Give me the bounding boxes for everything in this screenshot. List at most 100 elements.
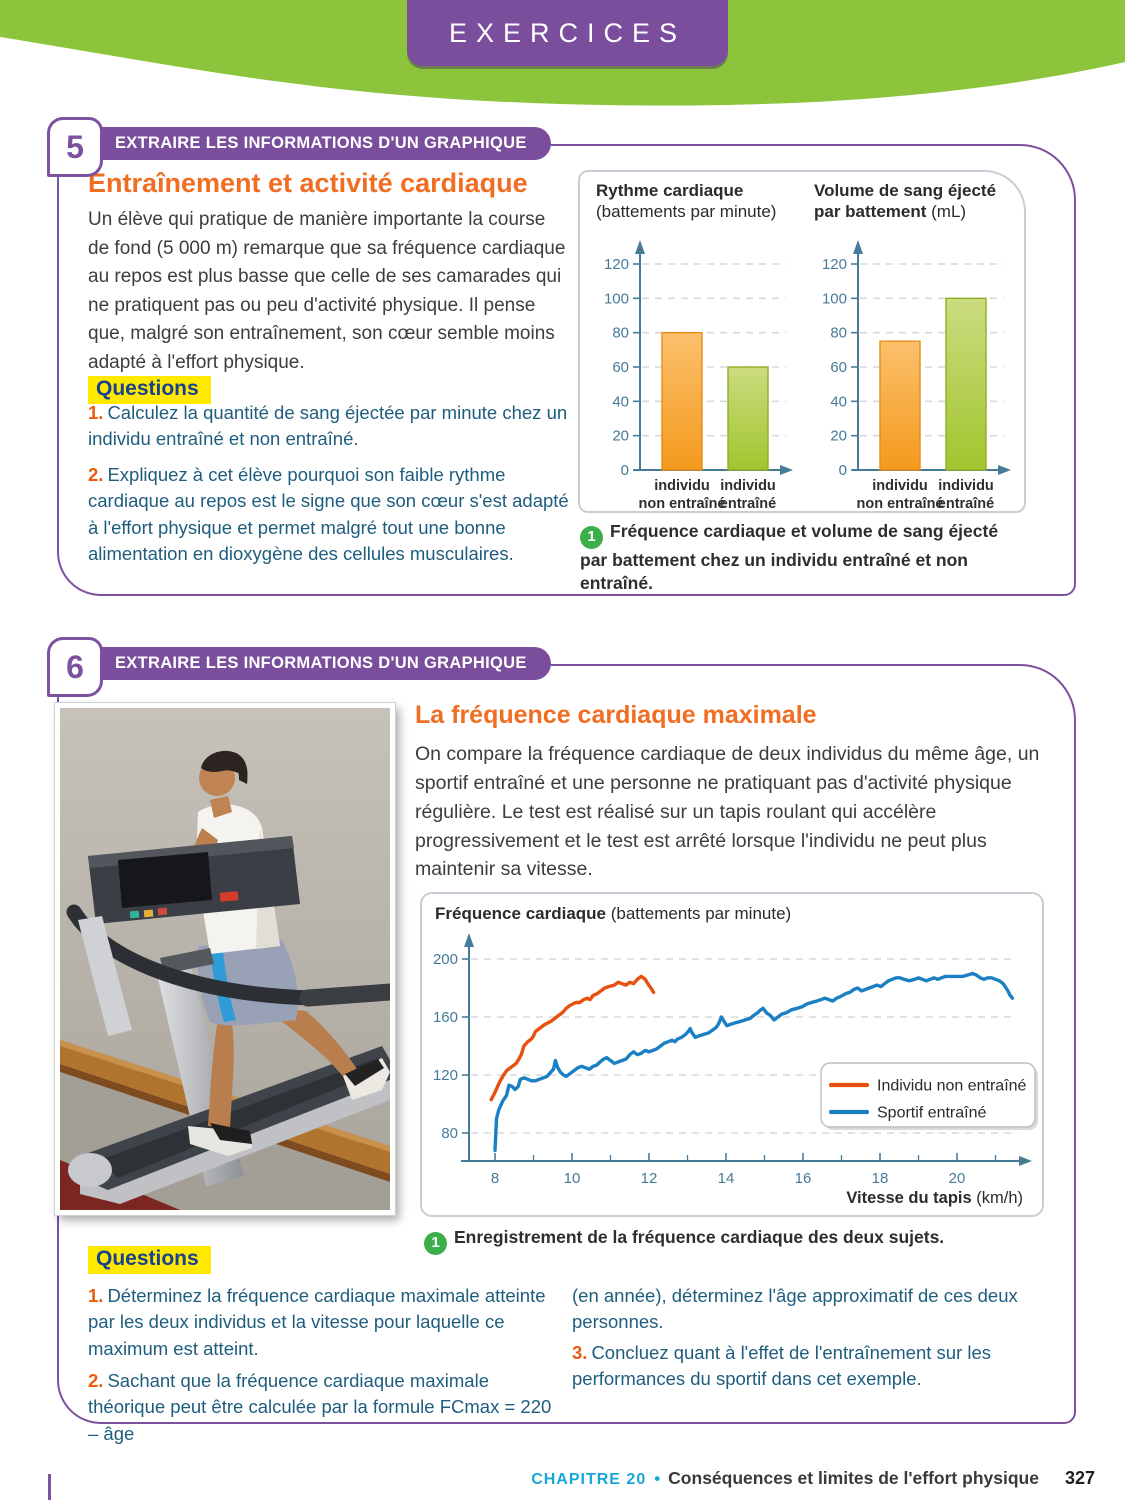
- footer-page-number: 327: [1064, 1468, 1095, 1488]
- svg-text:60: 60: [612, 359, 629, 376]
- svg-text:40: 40: [830, 393, 847, 410]
- question-text: Expliquez à cet élève pourquoi son faibl…: [88, 464, 569, 564]
- exercise6-question-2-continued: (en année), déterminez l'âge approximati…: [572, 1283, 1044, 1336]
- exercise6-skill-label: EXTRAIRE LES INFORMATIONS D'UN GRAPHIQUE: [115, 654, 527, 672]
- exercise6-number: 6: [66, 648, 84, 685]
- svg-text:individu: individu: [654, 478, 710, 494]
- svg-text:120: 120: [822, 256, 847, 273]
- question-number: 2.: [88, 464, 104, 485]
- svg-text:40: 40: [612, 393, 629, 410]
- svg-text:entraîné: entraîné: [720, 496, 776, 508]
- exercise5-chart-panel: Rythme cardiaque (battements par minute) 0…: [578, 170, 1026, 513]
- svg-text:120: 120: [604, 256, 629, 273]
- question-number: 1.: [88, 402, 104, 423]
- svg-text:120: 120: [433, 1067, 458, 1084]
- question-number: 3.: [572, 1342, 588, 1363]
- exercise6-number-badge: 6: [47, 637, 103, 697]
- svg-text:80: 80: [441, 1125, 458, 1142]
- svg-text:160: 160: [433, 1009, 458, 1026]
- svg-text:20: 20: [612, 428, 629, 445]
- exercise5-title: Entraînement et activité cardiaque: [88, 168, 528, 199]
- exercise6-question-2: 2. Sachant que la fréquence cardiaque max…: [88, 1368, 556, 1447]
- svg-text:16: 16: [795, 1170, 812, 1187]
- exercise6-figure-caption: 1 Enregistrement de la fréquence cardiaqu…: [424, 1226, 1044, 1255]
- figure-number-icon: 1: [580, 525, 603, 549]
- exercise5-skill-label: EXTRAIRE LES INFORMATIONS D'UN GRAPHIQUE: [115, 134, 527, 152]
- figure-number-icon: 1: [424, 1231, 447, 1255]
- svg-text:18: 18: [872, 1170, 889, 1187]
- exercise5-figure-caption: 1 Fréquence cardiaque et volume de sang é…: [580, 520, 1028, 596]
- exercise5-box: [57, 144, 1076, 596]
- exercise5-questions-label-text: Questions: [88, 376, 211, 404]
- footer-chapter-title: Conséquences et limites de l'effort phys…: [668, 1468, 1039, 1488]
- svg-text:100: 100: [604, 290, 629, 307]
- bar-chart-heart-rate: Rythme cardiaque (battements par minute) 0…: [596, 181, 793, 508]
- figure-caption-text: Enregistrement de la fréquence cardiaque…: [454, 1227, 945, 1247]
- question-number: 2.: [88, 1370, 104, 1391]
- treadmill-runner-illustration: [60, 708, 399, 1210]
- svg-text:200: 200: [433, 951, 458, 968]
- svg-text:20: 20: [949, 1170, 966, 1187]
- svg-text:0: 0: [621, 462, 629, 479]
- exercise5-number-badge: 5: [47, 117, 103, 177]
- svg-text:10: 10: [564, 1170, 581, 1187]
- svg-text:Rythme cardiaque: Rythme cardiaque: [596, 181, 743, 200]
- exercise5-title-text: Entraînement et activité cardiaque: [88, 168, 528, 198]
- svg-text:20: 20: [830, 428, 847, 445]
- question-number: 1.: [88, 1285, 104, 1306]
- question-text: Sachant que la fréquence cardiaque maxim…: [88, 1370, 552, 1444]
- svg-text:80: 80: [612, 325, 629, 342]
- exercise6-question-1: 1. Déterminez la fréquence cardiaque maxi…: [88, 1283, 546, 1362]
- svg-text:0: 0: [839, 462, 847, 479]
- exercise5-number: 5: [66, 128, 84, 165]
- exercise6-title: La fréquence cardiaque maximale: [415, 701, 817, 730]
- svg-text:100: 100: [822, 290, 847, 307]
- page-tab: EXERCICES: [407, 0, 728, 66]
- exercise6-questions-label: Questions: [88, 1246, 211, 1274]
- exercise5-questions-label: Questions: [88, 376, 211, 404]
- exercise6-title-text: La fréquence cardiaque maximale: [415, 701, 817, 729]
- footer-chapter: CHAPITRE 20: [531, 1471, 647, 1488]
- question-text: (en année), déterminez l'âge approximati…: [572, 1285, 1018, 1333]
- page-edge-mark: [48, 1474, 51, 1500]
- page-footer: CHAPITRE 20 • Conséquences et limites de…: [531, 1468, 1095, 1489]
- figure-caption-text: Fréquence cardiaque et volume de sang éj…: [580, 521, 999, 594]
- page-tab-label: EXERCICES: [448, 17, 687, 48]
- exercise6-skill-banner: EXTRAIRE LES INFORMATIONS D'UN GRAPHIQUE: [99, 647, 551, 680]
- svg-text:14: 14: [718, 1170, 735, 1187]
- svg-text:Sportif entraîné: Sportif entraîné: [877, 1105, 987, 1122]
- exercise6-body: On compare la fréquence cardiaque de deu…: [415, 740, 1063, 884]
- exercise5-question-1: 1. Calculez la quantité de sang éjectée p…: [88, 400, 570, 453]
- exercise5-body: Un élève qui pratique de manière importa…: [88, 206, 566, 377]
- svg-text:individu: individu: [720, 478, 776, 494]
- svg-text:(battements par minute): (battements par minute): [596, 202, 776, 221]
- treadmill-photo: [54, 702, 399, 1216]
- svg-text:80: 80: [830, 325, 847, 342]
- exercise5-skill-banner: EXTRAIRE LES INFORMATIONS D'UN GRAPHIQUE: [99, 127, 551, 160]
- exercise5-question-2: 2. Expliquez à cet élève pourquoi son fai…: [88, 462, 580, 567]
- svg-text:Vitesse du tapis (km/h): Vitesse du tapis (km/h): [846, 1189, 1023, 1207]
- svg-text:Fréquence cardiaque (battement: Fréquence cardiaque (battements par minu…: [435, 904, 791, 923]
- svg-text:8: 8: [491, 1170, 499, 1187]
- line-chart-heart-rate-vs-speed: Fréquence cardiaque (battements par minu…: [433, 904, 1038, 1207]
- exercise6-questions-label-text: Questions: [88, 1246, 211, 1274]
- svg-text:12: 12: [641, 1170, 658, 1187]
- bar-chart-stroke-volume: Volume de sang éjecté par battement (mL) 0…: [814, 181, 1011, 508]
- svg-text:Individu non entraîné: Individu non entraîné: [877, 1078, 1027, 1095]
- svg-text:non entraîné: non entraîné: [856, 496, 943, 508]
- footer-bullet: •: [654, 1469, 661, 1488]
- exercise6-body-text: On compare la fréquence cardiaque de deu…: [415, 743, 1040, 881]
- question-text: Calculez la quantité de sang éjectée par…: [88, 402, 568, 450]
- svg-text:individu: individu: [938, 478, 994, 494]
- exercise6-question-3: 3. Concluez quant à l'effet de l'entraîne…: [572, 1340, 1044, 1393]
- exercise5-body-text: Un élève qui pratique de manière importa…: [88, 209, 566, 373]
- svg-text:60: 60: [830, 359, 847, 376]
- question-text: Concluez quant à l'effet de l'entraîneme…: [572, 1342, 992, 1390]
- svg-text:par battement (mL): par battement (mL): [814, 202, 966, 221]
- svg-text:non entraîné: non entraîné: [638, 496, 725, 508]
- svg-text:individu: individu: [872, 478, 928, 494]
- svg-text:Volume de sang éjecté: Volume de sang éjecté: [814, 181, 996, 200]
- exercise6-chart-panel: Fréquence cardiaque (battements par minu…: [420, 892, 1044, 1217]
- svg-text:entraîné: entraîné: [938, 496, 994, 508]
